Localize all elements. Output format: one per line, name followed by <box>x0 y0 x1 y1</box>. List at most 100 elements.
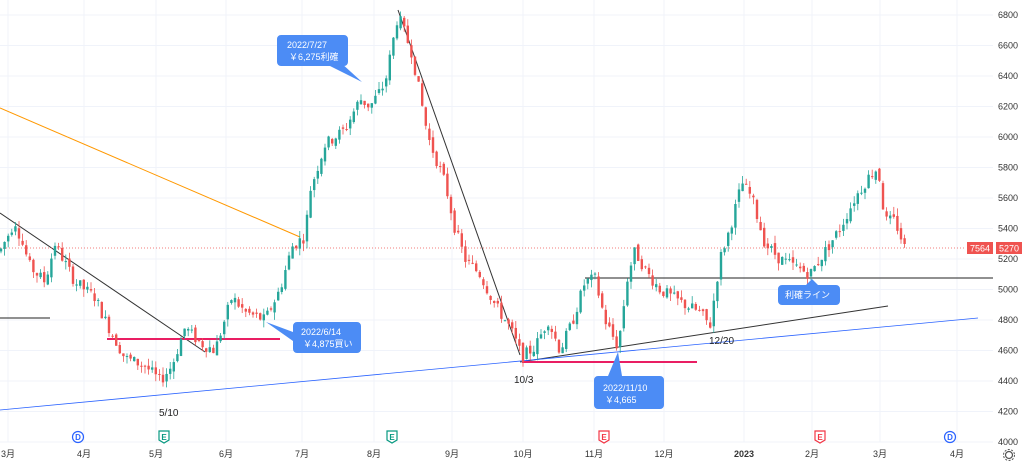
candle-body <box>169 368 172 374</box>
candle-body <box>651 275 654 286</box>
event-badge-earnings-icon[interactable]: E <box>814 430 826 444</box>
candle-body <box>194 327 197 343</box>
candle-body <box>525 347 528 360</box>
candle-body <box>111 335 114 337</box>
y-tick-label: 5400 <box>998 224 1018 234</box>
candle-body <box>669 288 672 294</box>
candle-body <box>320 158 323 174</box>
candle-body <box>885 211 888 217</box>
chart-grid <box>0 0 993 443</box>
candle-body <box>158 373 161 375</box>
candle-body <box>831 240 834 248</box>
annotation-11-10-line1: 2022/11/10 <box>603 383 647 393</box>
candle-body <box>547 326 550 331</box>
candle-body <box>21 240 24 245</box>
candle-body <box>17 228 21 239</box>
candle-body <box>28 256 31 261</box>
event-badge-earnings-icon[interactable]: E <box>598 430 610 444</box>
y-tick-label: 5600 <box>998 193 1018 203</box>
black-downtrend-line-left <box>0 212 206 353</box>
candle-body <box>457 230 460 233</box>
candle-body <box>421 83 424 106</box>
candle-body <box>777 252 780 264</box>
candle-body <box>770 246 773 248</box>
candle-body <box>604 309 607 325</box>
candle-body <box>385 78 388 87</box>
candle-body <box>356 101 359 110</box>
annotation-profit-line: 利確ライン <box>778 279 840 305</box>
candle-body <box>878 168 881 181</box>
x-axis: 3月 4月 5月 6月 7月 8月 9月 10月 11月 12月 2023 2月 3月 4月 <box>1 449 964 459</box>
candle-body <box>280 287 283 292</box>
orange-resistance-line <box>0 107 301 238</box>
candle-body <box>791 257 795 263</box>
candle-body <box>302 240 305 244</box>
annotation-profit-line-text: 利確ライン <box>785 289 830 300</box>
candle-body <box>309 190 312 218</box>
candle-body <box>129 354 132 359</box>
y-tick-label: 4400 <box>998 376 1018 386</box>
candle-body <box>323 147 327 162</box>
candle-body <box>853 203 856 206</box>
candle-body <box>331 139 334 144</box>
settings-gear-icon[interactable] <box>1003 449 1015 461</box>
candle-body <box>381 88 384 91</box>
candle-body <box>64 261 67 263</box>
candle-body <box>493 300 496 303</box>
candle-body <box>514 327 517 339</box>
candle-body <box>827 244 831 251</box>
candle-body <box>687 308 690 310</box>
candle-body <box>536 338 539 355</box>
candle-body <box>298 238 301 249</box>
candle-body <box>539 334 543 339</box>
candle-body <box>871 176 874 178</box>
candle-body <box>32 259 35 273</box>
candle-body <box>359 100 363 105</box>
candle-body <box>122 353 125 357</box>
event-badge-dividend-icon[interactable]: D <box>943 430 957 444</box>
candle-body <box>435 151 438 167</box>
annotation-7-27-line1: 2022/7/27 <box>287 40 327 50</box>
candle-body <box>579 290 582 313</box>
candle-body <box>395 25 399 39</box>
y-axis: 4000 4200 4400 4600 4800 5000 5200 5400 5600 5800… <box>998 10 1018 447</box>
candle-body <box>147 365 150 370</box>
candle-body <box>511 322 514 329</box>
candle-body <box>241 304 244 308</box>
candle-body <box>154 367 157 375</box>
label-12-20: 12/20 <box>709 336 734 347</box>
candle-body <box>406 25 409 43</box>
event-badge-earnings-icon[interactable]: E <box>158 430 170 444</box>
candle-body <box>10 232 13 235</box>
candle-body <box>71 266 75 284</box>
candle-body <box>755 199 759 219</box>
candle-body <box>507 319 510 324</box>
candle-body <box>467 259 471 261</box>
candle-body <box>86 286 89 290</box>
candle-body <box>856 193 859 204</box>
trend-lines <box>0 9 993 411</box>
event-badge-dividend-icon[interactable]: D <box>71 430 85 444</box>
candle-body <box>226 304 229 320</box>
candle-body <box>43 272 46 283</box>
candle-body <box>561 347 564 354</box>
candle-body <box>691 303 694 309</box>
candle-body <box>136 358 139 366</box>
event-badge-earnings-icon[interactable]: E <box>386 430 398 444</box>
candle-body <box>255 312 258 314</box>
candle-body <box>223 321 226 335</box>
y-tick-label: 6600 <box>998 41 1018 51</box>
candle-body <box>82 279 85 290</box>
candle-body <box>367 103 370 108</box>
price-tag-left: 7564 <box>967 242 993 254</box>
candle-body <box>662 291 665 297</box>
x-tick-label: 7月 <box>295 449 309 459</box>
candle-body <box>867 174 870 189</box>
candle-body <box>712 300 715 327</box>
y-tick-label: 4200 <box>998 407 1018 417</box>
candle-body <box>590 274 593 281</box>
candle-body <box>597 276 600 296</box>
candle-body <box>813 266 816 272</box>
candle-body <box>327 136 330 148</box>
